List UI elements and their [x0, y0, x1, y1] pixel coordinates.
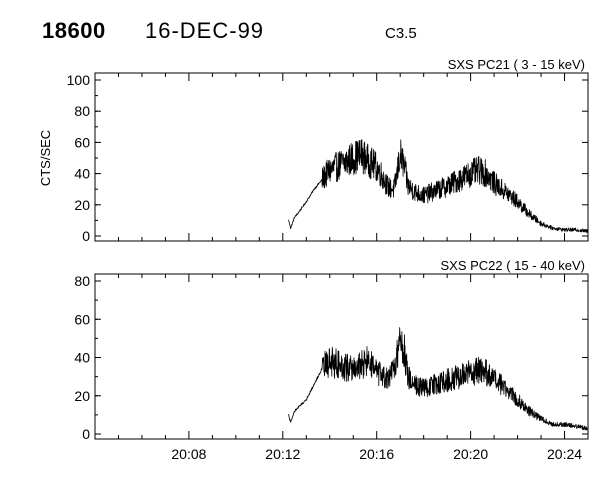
- panel-2-xtick-label: 20:24: [547, 446, 582, 462]
- flare-class: C3.5: [385, 25, 417, 42]
- panel-1-ytick-label: 0: [82, 228, 90, 244]
- panel-1-frame: [94, 72, 589, 242]
- panel-2-xtick-label: 20:20: [453, 446, 488, 462]
- panel-2-ytick-label: 40: [74, 350, 90, 366]
- panel-2-frame: [94, 273, 589, 440]
- panel-1-ytick-label: 60: [74, 134, 90, 150]
- panel-1-title: SXS PC21 ( 3 - 15 keV): [448, 57, 585, 72]
- panel-1-ytick-label: 80: [74, 103, 90, 119]
- panel-2-xtick-label: 20:12: [265, 446, 300, 462]
- panel-1-ytick-label: 100: [67, 72, 91, 88]
- panel-2-ytick-label: 0: [82, 426, 90, 442]
- panel-2-xtick-label: 20:08: [171, 446, 206, 462]
- panel-2-xtick-label: 20:16: [359, 446, 394, 462]
- panel-2-ytick-label: 20: [74, 388, 90, 404]
- panel-2-ytick-label: 80: [74, 273, 90, 289]
- panel-1-ytick-label: 40: [74, 166, 90, 182]
- panel-1-ytick-label: 20: [74, 197, 90, 213]
- event-id: 18600: [42, 18, 106, 43]
- event-date: 16-DEC-99: [145, 18, 265, 43]
- panel-1-series-line: [288, 139, 588, 233]
- panel-2-title: SXS PC22 ( 15 - 40 keV): [440, 258, 585, 273]
- panel-1-ylabel: CTS/SEC: [38, 130, 53, 186]
- panel-2-series-line: [288, 327, 589, 431]
- panel-2-ytick-label: 60: [74, 311, 90, 327]
